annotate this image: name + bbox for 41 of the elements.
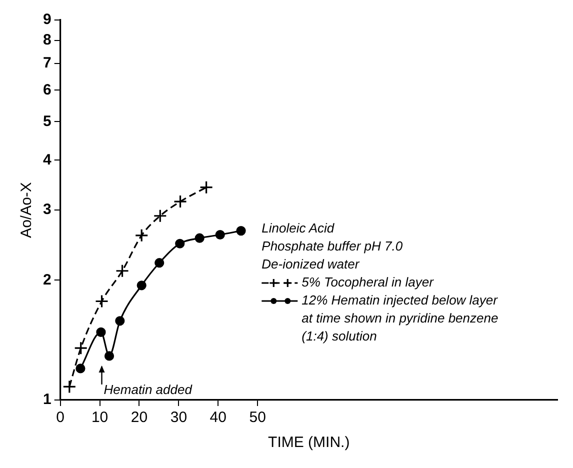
point (154, 258, 164, 268)
annotation: Hematin added (104, 382, 193, 398)
y-tick-label: 3 (43, 201, 52, 218)
point (62, 380, 76, 394)
point (236, 226, 246, 236)
y-axis-title: Ao/Ao-X (18, 182, 36, 238)
x-axis-title: TIME (MIN.) (268, 434, 350, 452)
point (94, 294, 109, 308)
point (200, 180, 214, 194)
x-tick-label: 30 (170, 409, 188, 426)
x-tick-label: 10 (91, 409, 108, 426)
x-tick-label: 40 (210, 409, 226, 426)
x-tick-label: 0 (56, 409, 65, 426)
legend-label: 12% Hematin injected below layer at time shown in pyridine benzene (1:4) solution (302, 292, 498, 344)
y-tick-label: 6 (43, 81, 52, 98)
y-tick-label: 7 (43, 54, 52, 72)
x-tick-label: 50 (249, 409, 266, 426)
annotation: Phosphate buffer pH 7.0 (262, 238, 404, 254)
legend-label: 5% Tocopheral in layer (302, 274, 434, 290)
x-tick-label: 20 (130, 409, 148, 426)
point (104, 351, 114, 361)
point (215, 230, 225, 240)
y-tick-label: 2 (43, 271, 52, 288)
point (76, 364, 86, 374)
y-tick-label: 8 (43, 32, 52, 49)
y-tick-label: 4 (43, 151, 52, 168)
point (175, 238, 185, 248)
annotation: Linoleic Acid (262, 220, 335, 236)
y-tick-label: 5 (43, 112, 52, 130)
point (194, 233, 204, 243)
y-tick-label: 1 (43, 391, 52, 408)
point (134, 228, 148, 242)
y-tick-label: 9 (43, 11, 52, 28)
annotation: De-ionized water (262, 256, 360, 272)
point (115, 264, 130, 278)
point (96, 327, 106, 337)
point (115, 316, 125, 326)
point (74, 341, 88, 355)
point (136, 280, 146, 290)
point (173, 194, 188, 208)
point (153, 209, 167, 223)
